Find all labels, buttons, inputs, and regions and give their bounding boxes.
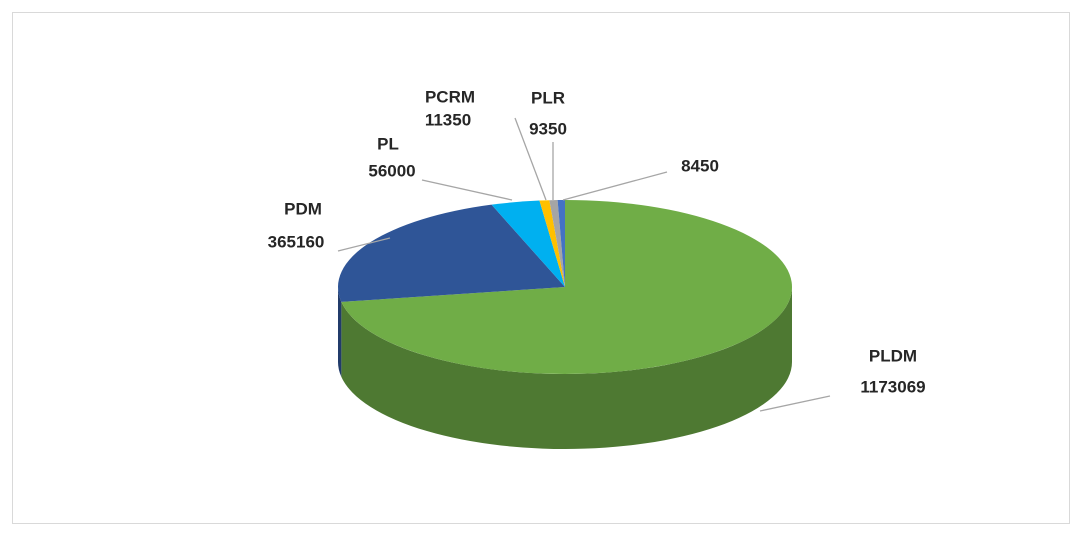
leader-line	[421, 179, 513, 201]
pie-slice-side	[338, 287, 342, 377]
category-label: PLR	[531, 88, 565, 107]
value-label: 365160	[268, 232, 325, 251]
pie-slice	[549, 200, 565, 287]
leader-line	[514, 117, 547, 201]
value-label: 56000	[368, 161, 415, 180]
category-label: PDM	[284, 199, 322, 218]
category-label: PLDM	[869, 346, 917, 365]
category-label: PL	[377, 134, 399, 153]
pie-slice	[337, 204, 565, 302]
leader-line	[759, 395, 831, 412]
pie-slice	[341, 200, 792, 374]
category-label: PCRM	[425, 87, 475, 106]
value-label: 9350	[529, 119, 567, 138]
value-label: 1173069	[860, 377, 925, 396]
value-label: 8450	[681, 156, 719, 175]
pie-slice-side	[341, 287, 793, 449]
pie-slice	[539, 200, 565, 287]
value-label: 11350	[425, 110, 471, 129]
leader-line	[337, 237, 391, 252]
pie-slice	[557, 200, 565, 287]
leader-line	[562, 171, 668, 201]
pie-slice	[491, 200, 565, 287]
